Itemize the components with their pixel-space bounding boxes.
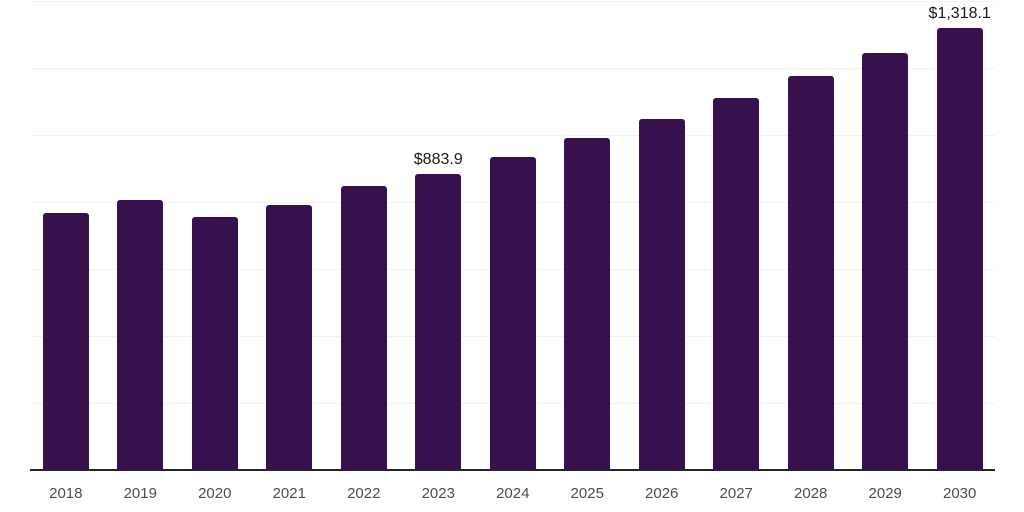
bar-2019 [117, 199, 164, 470]
bar-2020 [191, 216, 238, 470]
bar-2026 [638, 118, 685, 470]
x-axis-line [30, 469, 995, 471]
bar-2022 [340, 186, 387, 470]
x-tick-2029: 2029 [868, 485, 902, 502]
x-tick-2025: 2025 [570, 485, 604, 502]
bar-2018 [42, 212, 89, 470]
bar-2027 [713, 97, 760, 470]
gridline-1400 [30, 1, 995, 2]
x-tick-2022: 2022 [347, 485, 381, 502]
x-tick-2027: 2027 [719, 485, 753, 502]
x-tick-2026: 2026 [645, 485, 679, 502]
bar-2024 [489, 156, 536, 470]
bar-2030 [936, 28, 983, 470]
x-tick-2021: 2021 [272, 485, 306, 502]
bar-2023 [415, 173, 462, 470]
data-label-2030: $1,318.1 [928, 5, 991, 23]
gridline-1000 [30, 135, 995, 136]
x-tick-2018: 2018 [49, 485, 83, 502]
x-tick-2020: 2020 [198, 485, 232, 502]
x-tick-2019: 2019 [123, 485, 157, 502]
x-tick-2030: 2030 [943, 485, 977, 502]
x-tick-2028: 2028 [794, 485, 828, 502]
bar-2021 [266, 204, 313, 470]
x-tick-2024: 2024 [496, 485, 530, 502]
gridline-1200 [30, 68, 995, 69]
bar-2028 [787, 76, 834, 470]
bar-2029 [862, 53, 909, 470]
bar-2025 [564, 138, 611, 470]
x-tick-2023: 2023 [421, 485, 455, 502]
data-label-2023: $883.9 [413, 150, 463, 168]
